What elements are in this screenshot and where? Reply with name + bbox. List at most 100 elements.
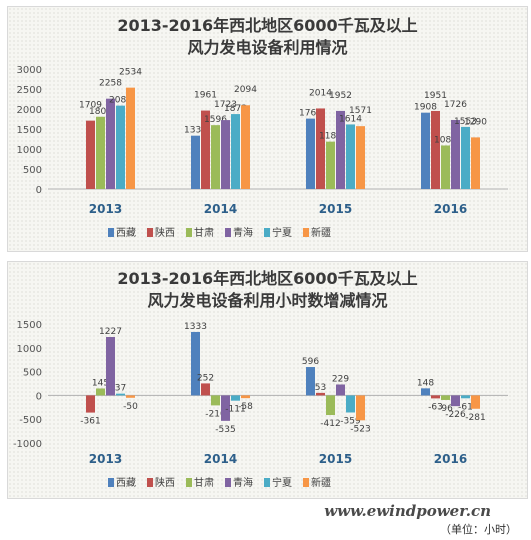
- y-tick-label: 3000: [17, 65, 42, 76]
- y-tick-label: 2500: [17, 85, 42, 96]
- bar-2016-宁夏: [461, 395, 470, 399]
- legend-label-陕西: 陕西: [155, 226, 175, 239]
- bar-2013-新疆: [126, 395, 135, 398]
- legend-label-宁夏: 宁夏: [272, 226, 292, 239]
- bar-2015-西藏: [306, 118, 315, 189]
- data-label: 145: [92, 378, 109, 388]
- legend-label-甘肃: 甘肃: [194, 476, 214, 489]
- legend-swatch-青海: [225, 228, 231, 237]
- bar-2016-青海: [451, 395, 460, 407]
- data-label: 1709: [79, 101, 102, 111]
- data-label: 1290: [464, 117, 487, 127]
- legend-label-宁夏: 宁夏: [272, 476, 292, 489]
- bar-2013-甘肃: [96, 116, 105, 189]
- legend-label-西藏: 西藏: [116, 477, 136, 489]
- chart2-plot: -1000 -500 0 500 1000 1500 -361 145 1227 37 -50 201…: [13, 320, 508, 489]
- y-tick-label: 500: [23, 165, 42, 176]
- legend-label-西藏: 西藏: [116, 227, 136, 239]
- data-label: 252: [197, 373, 214, 383]
- legend-label-陕西: 陕西: [155, 476, 175, 489]
- bar-2016-西藏: [421, 112, 430, 189]
- data-label: 1333: [184, 126, 207, 136]
- data-label: 1184: [319, 132, 342, 142]
- legend-swatch-甘肃: [186, 228, 192, 237]
- bar-2013-青海: [106, 98, 115, 189]
- category-label-2014: 2014: [204, 452, 237, 466]
- bar-2016-新疆: [471, 395, 480, 409]
- bar-2015-宁夏: [346, 395, 355, 413]
- y-tick-label: -500: [19, 415, 42, 426]
- bar-2015-西藏: [306, 367, 315, 396]
- data-label: 1333: [184, 322, 207, 332]
- category-label-2014: 2014: [204, 202, 237, 216]
- data-label: -50: [123, 402, 138, 412]
- y-tick-label: 500: [23, 368, 42, 379]
- data-label: -359: [340, 416, 361, 426]
- data-label: -523: [350, 424, 370, 434]
- data-label: 1961: [194, 91, 217, 101]
- chart1-subtitle: 风力发电设备利用情况: [187, 38, 348, 57]
- bar-2015-陕西: [316, 108, 325, 189]
- data-label: 1571: [349, 106, 372, 116]
- category-label-2015: 2015: [319, 202, 352, 216]
- bar-2016-甘肃: [441, 395, 450, 400]
- bar-2016-陕西: [431, 395, 440, 399]
- y-tick-label: 0: [36, 185, 42, 196]
- legend-swatch-甘肃: [186, 478, 192, 487]
- data-label: 2084: [109, 96, 132, 106]
- data-label: -63: [428, 402, 443, 412]
- bar-2016-陕西: [431, 110, 440, 189]
- legend-swatch-西藏: [108, 478, 114, 487]
- data-label: 1614: [339, 114, 362, 124]
- data-label: -535: [215, 425, 235, 435]
- legend-swatch-西藏: [108, 228, 114, 237]
- data-label: 596: [302, 357, 319, 367]
- bar-2014-宁夏: [231, 114, 240, 189]
- bar-2016-宁夏: [461, 126, 470, 189]
- chart-panel-utilization: 2013-2016年西北地区6000千瓦及以上 风力发电设备利用情况 0 500 1…: [7, 6, 528, 252]
- chart2-title: 2013-2016年西北地区6000千瓦及以上: [117, 269, 418, 288]
- data-label: 53: [315, 383, 326, 393]
- data-label: 1227: [99, 327, 122, 337]
- data-label: 1952: [329, 91, 352, 101]
- bar-2013-宁夏: [116, 105, 125, 189]
- legend-label-青海: 青海: [233, 226, 253, 239]
- legend-swatch-青海: [225, 478, 231, 487]
- data-label: 1760: [299, 109, 322, 119]
- legend-label-新疆: 新疆: [311, 476, 331, 489]
- legend-swatch-宁夏: [264, 478, 270, 487]
- bar-2015-新疆: [356, 126, 365, 189]
- chart1-title: 2013-2016年西北地区6000千瓦及以上: [117, 16, 418, 35]
- chart-panel-change: 2013-2016年西北地区6000千瓦及以上 风力发电设备利用小时数增减情况 …: [7, 261, 528, 499]
- data-label: 1908: [414, 103, 437, 113]
- data-label: 2094: [234, 85, 257, 95]
- legend-swatch-陕西: [147, 478, 153, 487]
- legend-label-新疆: 新疆: [311, 226, 331, 239]
- y-tick-label: 1000: [17, 145, 42, 156]
- data-label: 1726: [444, 100, 467, 110]
- bar-2015-甘肃: [326, 141, 335, 189]
- category-label-2015: 2015: [319, 452, 352, 466]
- data-label: 2258: [99, 79, 122, 89]
- bar-2014-西藏: [191, 331, 200, 396]
- bar-2013-陕西: [86, 395, 95, 413]
- data-label: 2014: [309, 88, 332, 98]
- y-tick-label: 1500: [17, 320, 42, 331]
- bar-2015-青海: [336, 110, 345, 189]
- bar-2014-甘肃: [211, 125, 220, 189]
- bar-2015-宁夏: [346, 124, 355, 189]
- bar-2014-陕西: [201, 383, 210, 396]
- data-label: -61: [458, 402, 473, 412]
- chart2-subtitle: 风力发电设备利用小时数增减情况: [147, 291, 388, 310]
- bar-2015-陕西: [316, 392, 325, 396]
- data-label: -412: [320, 419, 340, 429]
- category-label-2013: 2013: [89, 452, 122, 466]
- data-label: 148: [417, 378, 434, 388]
- data-label: 2534: [119, 68, 142, 78]
- unit-note: （单位：小时）: [440, 523, 517, 536]
- bar-2014-新疆: [241, 105, 250, 189]
- data-label: 37: [115, 384, 126, 394]
- data-label: -210: [205, 409, 226, 419]
- y-tick-label: -1000: [13, 439, 42, 450]
